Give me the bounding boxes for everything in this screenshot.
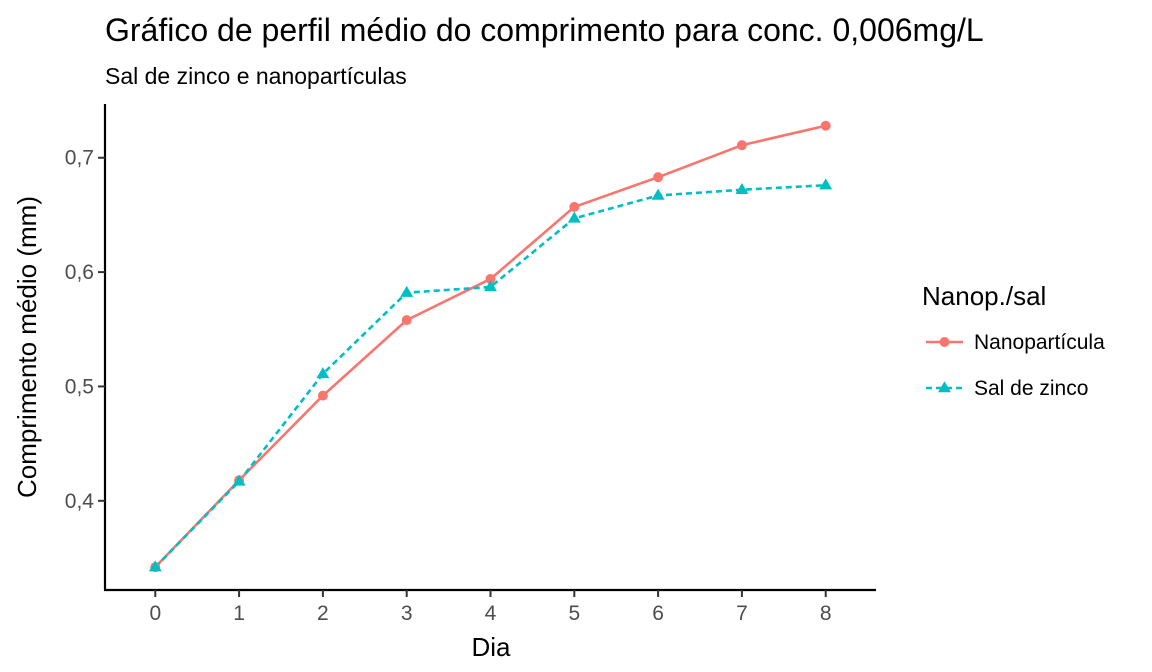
legend-item: Nanopartícula bbox=[926, 331, 1105, 354]
series-line bbox=[154, 124, 827, 569]
data-point bbox=[485, 273, 496, 284]
y-tick-label: 0,7 bbox=[65, 147, 94, 170]
data-point bbox=[735, 182, 749, 194]
x-axis-title: Dia bbox=[471, 632, 511, 662]
legend: Nanop./sal Nanopartícula Sal de zinco bbox=[922, 281, 1105, 400]
x-tick-label: 3 bbox=[401, 602, 413, 625]
legend-item: Sal de zinco bbox=[926, 377, 1088, 400]
legend-key-marker bbox=[939, 337, 950, 347]
data-point bbox=[148, 560, 162, 572]
x-axis-ticks: 0 1 2 3 4 5 6 7 8 bbox=[149, 590, 832, 625]
data-point bbox=[232, 474, 246, 486]
x-tick-label: 2 bbox=[317, 602, 329, 625]
legend-label: Sal de zinco bbox=[974, 377, 1088, 400]
data-point bbox=[400, 285, 414, 297]
y-tick-label: 0,6 bbox=[65, 261, 94, 284]
x-tick-label: 1 bbox=[233, 602, 245, 625]
chart-subtitle: Sal de zinco e nanopartículas bbox=[105, 63, 407, 89]
series-line bbox=[154, 183, 826, 569]
data-point bbox=[484, 280, 497, 292]
data-point bbox=[736, 140, 747, 151]
y-axis-ticks: 0,4 0,5 0,6 0,7 bbox=[65, 147, 105, 513]
legend-items: Nanopartícula Sal de zinco bbox=[926, 331, 1105, 400]
legend-key-marker bbox=[938, 381, 951, 393]
x-tick-label: 7 bbox=[736, 602, 748, 625]
data-point bbox=[401, 315, 412, 326]
legend-label: Nanopartícula bbox=[974, 331, 1105, 354]
plot-area bbox=[148, 120, 833, 573]
data-point bbox=[653, 172, 664, 183]
data-point bbox=[819, 178, 833, 190]
data-point bbox=[820, 120, 831, 131]
x-tick-label: 4 bbox=[485, 602, 497, 625]
chart-title: Gráfico de perfil médio do comprimento p… bbox=[105, 12, 984, 48]
x-tick-label: 8 bbox=[820, 602, 832, 625]
x-tick-label: 0 bbox=[149, 602, 161, 625]
data-point bbox=[316, 367, 330, 379]
data-point bbox=[317, 390, 328, 401]
data-point bbox=[567, 211, 581, 223]
y-axis-title: Comprimento médio (mm) bbox=[12, 196, 42, 498]
y-tick-label: 0,5 bbox=[65, 375, 94, 398]
legend-title: Nanop./sal bbox=[922, 281, 1046, 311]
x-tick-label: 6 bbox=[652, 602, 664, 625]
y-tick-label: 0,4 bbox=[65, 490, 95, 513]
x-tick-label: 5 bbox=[568, 602, 580, 625]
data-point bbox=[569, 201, 580, 212]
data-point bbox=[651, 188, 665, 200]
